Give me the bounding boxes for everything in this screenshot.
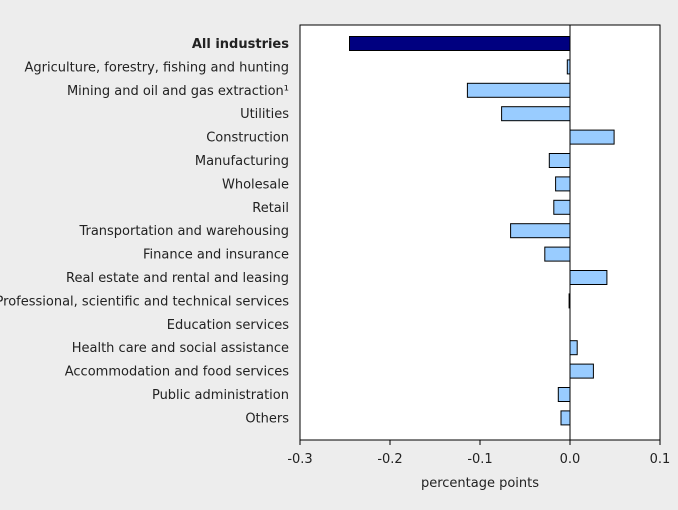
bar [569,129,615,145]
bar [501,106,571,122]
category-label: Others [245,411,289,426]
x-tick-label: -0.3 [287,452,312,467]
x-tick-label: 0.1 [650,452,671,467]
bar [553,199,571,215]
category-label: Manufacturing [195,154,289,169]
category-label: Transportation and warehousing [78,224,289,239]
x-axis-ticks: -0.3 -0.2 -0.1 0.0 0.1 [287,440,670,467]
category-label: Mining and oil and gas extraction¹ [67,84,289,99]
category-label: Public administration [152,388,289,403]
category-labels: All industries Agriculture, forestry, fis… [0,37,289,426]
category-label: Agriculture, forestry, fishing and hunti… [25,60,289,75]
category-label: Real estate and rental and leasing [66,271,289,286]
category-label: Accommodation and food services [65,365,289,380]
bar [548,153,571,168]
category-label: Professional, scientific and technical s… [0,294,289,309]
bar [510,223,571,239]
category-label: Education services [167,318,289,333]
bar [557,387,571,402]
x-tick-label: -0.1 [467,452,492,467]
bar [544,246,571,262]
bar [569,340,578,356]
bar [466,82,571,98]
category-label: Construction [206,131,289,146]
category-label: All industries [192,37,289,52]
bar [569,363,594,379]
category-label: Health care and social assistance [72,341,289,356]
category-label: Utilities [240,107,289,122]
bar-highlight [349,36,571,51]
x-axis-label: percentage points [421,476,539,491]
bar [555,176,571,192]
bar [569,270,608,285]
bar [560,410,571,426]
category-label: Finance and insurance [143,248,289,263]
category-label: Retail [252,201,289,216]
category-label: Wholesale [222,177,289,192]
x-tick-label: 0.0 [560,452,581,467]
x-tick-label: -0.2 [377,452,402,467]
